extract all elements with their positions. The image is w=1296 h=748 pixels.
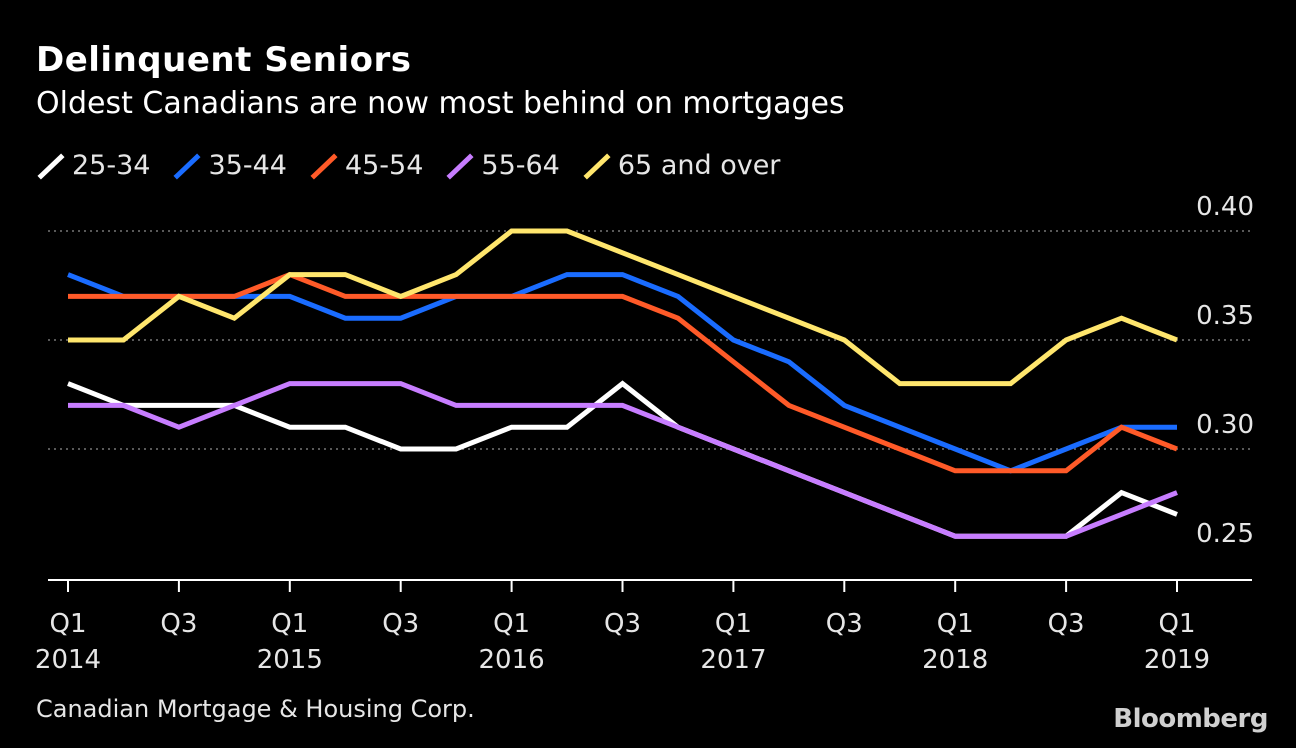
x-tick-label: Q1 xyxy=(715,609,752,639)
legend-swatch-icon xyxy=(583,152,611,180)
x-tick-year-label: 2019 xyxy=(1144,645,1210,675)
x-tick-label: Q1 xyxy=(49,609,86,639)
x-tick-year-label: 2015 xyxy=(257,645,323,675)
y-tick-label: 0.35 xyxy=(1196,301,1254,331)
chart-legend: 25-34 35-44 45-54 55-64 65 and over xyxy=(36,150,802,181)
series-line-35-44 xyxy=(67,272,1177,474)
series-line-65-and-over xyxy=(68,228,1178,387)
legend-label: 35-44 xyxy=(208,150,287,181)
legend-item: 65 and over xyxy=(582,150,781,181)
y-axis-ticks: 0.25 0.30 0.35 0.40 xyxy=(1196,192,1254,549)
legend-label: 45-54 xyxy=(344,150,424,181)
legend-item: 45-54 xyxy=(309,150,423,181)
x-tick-label: Q1 xyxy=(1158,609,1195,639)
x-tick-year-label: 2014 xyxy=(35,645,101,675)
x-tick-label: Q3 xyxy=(604,609,641,639)
legend-label: 55-64 xyxy=(481,150,560,181)
y-tick-label: 0.40 xyxy=(1196,192,1254,222)
x-tick-label: Q3 xyxy=(160,609,197,639)
legend-swatch-icon xyxy=(310,152,338,180)
legend-item: 55-64 xyxy=(445,150,560,181)
chart-subtitle: Oldest Canadians are now most behind on … xyxy=(36,86,845,121)
series-line-55-64 xyxy=(68,381,1178,539)
legend-item: 35-44 xyxy=(172,150,287,181)
series-line-45-54 xyxy=(68,271,1178,474)
x-tick-label: Q1 xyxy=(937,609,974,639)
x-tick-label: Q3 xyxy=(826,609,863,639)
legend-swatch-icon xyxy=(173,152,202,180)
x-tick-label: Q3 xyxy=(1048,609,1085,639)
x-tick-year-label: 2018 xyxy=(922,645,988,675)
x-tick-label: Q3 xyxy=(382,609,419,639)
grid-lines xyxy=(48,230,1252,450)
legend-label: 25-34 xyxy=(72,150,151,181)
x-tick-label: Q1 xyxy=(271,609,308,639)
x-tick-year-label: 2016 xyxy=(479,645,545,675)
x-axis-ticks: Q1 2014 Q3 Q1 2015 Q3 Q1 2016 Q3 Q1 2017 Q3 Q1 2018 Q3… xyxy=(35,580,1210,675)
legend-item: 25-34 xyxy=(36,150,150,181)
series-lines xyxy=(67,228,1178,539)
bloomberg-logo: Bloomberg xyxy=(1113,704,1268,734)
chart-title: Delinquent Seniors xyxy=(36,40,412,80)
legend-label: 65 and over xyxy=(617,150,781,181)
x-tick-year-label: 2017 xyxy=(700,645,766,675)
y-tick-label: 0.25 xyxy=(1196,519,1254,549)
legend-swatch-icon xyxy=(37,152,65,180)
y-tick-label: 0.30 xyxy=(1196,410,1254,440)
legend-swatch-icon xyxy=(446,152,474,180)
source-note: Canadian Mortgage & Housing Corp. xyxy=(36,695,475,723)
x-tick-label: Q1 xyxy=(493,609,530,639)
